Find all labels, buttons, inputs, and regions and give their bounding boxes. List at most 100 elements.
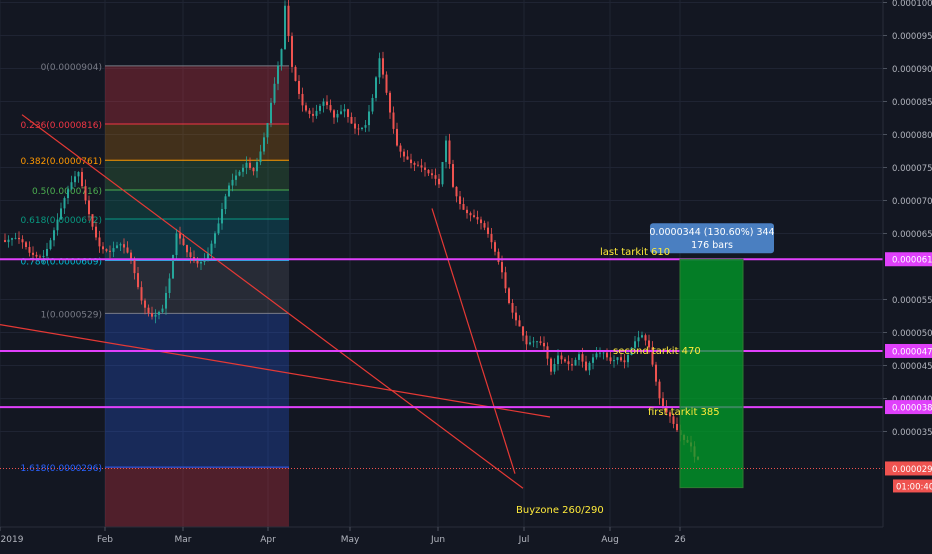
candle-body [641, 335, 643, 338]
candle-body [672, 416, 675, 424]
candle-body [431, 173, 433, 176]
candle-body [116, 245, 118, 249]
candle-body [319, 105, 321, 111]
candle-body [147, 307, 150, 314]
time-axis-label: Feb [97, 535, 113, 545]
candle-body [74, 176, 76, 183]
fib-level-label: 1.618(0.0000296) [21, 464, 102, 474]
candle-body [11, 238, 13, 240]
candle-body [427, 169, 430, 174]
candle-body [231, 179, 234, 186]
candle-body [469, 213, 472, 216]
candle-body [399, 145, 402, 152]
candle-body [413, 163, 416, 165]
candle-body [130, 252, 132, 260]
fib-level-label: 0.786(0.0000609) [21, 258, 102, 268]
candle-body [599, 352, 601, 354]
time-axis-label: Jun [430, 535, 445, 545]
candle-body [326, 101, 328, 106]
candle-body [32, 252, 34, 255]
measure-tooltip-change: 0.0000344 (130.60%) 344 [649, 227, 774, 238]
candle-body [648, 340, 650, 348]
fib-zone [105, 189, 289, 219]
candle-body [385, 74, 388, 93]
candle-body [480, 219, 482, 224]
candle-body [53, 230, 55, 241]
candle-body [504, 272, 507, 289]
candle-body [154, 314, 157, 317]
candle-body [315, 110, 318, 116]
candle-body [308, 110, 311, 114]
fib-zone [105, 65, 289, 124]
candle-body [371, 97, 374, 112]
candle-body [553, 364, 556, 372]
candle-body [109, 250, 111, 252]
candle-body [410, 159, 412, 164]
candle-body [532, 341, 535, 343]
candle-body [263, 137, 265, 152]
candle-body [238, 171, 241, 176]
candle-body [567, 361, 570, 365]
candle-body [441, 161, 444, 185]
candle-body [56, 219, 59, 231]
candle-body [571, 364, 573, 366]
candle-body [550, 358, 552, 372]
candle-body [592, 357, 594, 363]
measure-range-box[interactable] [679, 258, 744, 489]
candle-body [375, 77, 377, 98]
candle-body [256, 162, 258, 172]
candle-body [368, 111, 370, 126]
candle-body [67, 189, 69, 199]
candle-body [98, 237, 101, 247]
candle-body [284, 5, 286, 50]
candle-body [459, 196, 461, 204]
candle-body [102, 246, 104, 250]
candle-body [203, 258, 206, 262]
price-tag [885, 400, 932, 415]
candle-body [165, 292, 167, 309]
candle-body [347, 109, 349, 117]
candle-body [168, 278, 171, 293]
candle-body [336, 113, 339, 118]
candle-body [172, 254, 174, 279]
candle-body [228, 185, 230, 197]
fib-level-label: 0.236(0.0000816) [21, 121, 102, 131]
candle-body [396, 128, 398, 146]
candle-body [557, 355, 559, 365]
fib-level-label: 0.5(0.0000716) [32, 187, 102, 197]
candle-body [350, 116, 353, 124]
candle-body [501, 262, 503, 273]
candle-body [35, 254, 38, 257]
trendline-steep[interactable] [431, 208, 516, 474]
time-axis-background [0, 527, 932, 550]
candle-body [294, 66, 297, 81]
candle-body [133, 259, 136, 274]
candle-body [420, 165, 423, 168]
candle-body [95, 226, 97, 238]
annotation-last-target: last tarkit 610 [600, 247, 670, 258]
candle-body [312, 113, 314, 116]
candle-body [466, 209, 468, 214]
candle-body [46, 248, 48, 256]
candle-body [270, 102, 272, 124]
trendline-long[interactable] [0, 323, 551, 418]
trendline-descending[interactable] [21, 114, 524, 489]
candle-body [518, 320, 521, 327]
candle-body [574, 359, 577, 366]
candle-body [7, 239, 10, 243]
candle-body [511, 303, 514, 313]
candle-body [14, 237, 17, 239]
annotation-buyzone: Buyzone 260/290 [516, 505, 604, 516]
time-axis-label: Jul [518, 535, 530, 545]
candle-body [189, 252, 192, 258]
fib-level-label: 0.382(0.0000761) [21, 157, 102, 167]
candle-body [529, 342, 531, 345]
candle-body [676, 423, 678, 431]
candle-body [651, 347, 654, 365]
candle-body [606, 352, 608, 358]
